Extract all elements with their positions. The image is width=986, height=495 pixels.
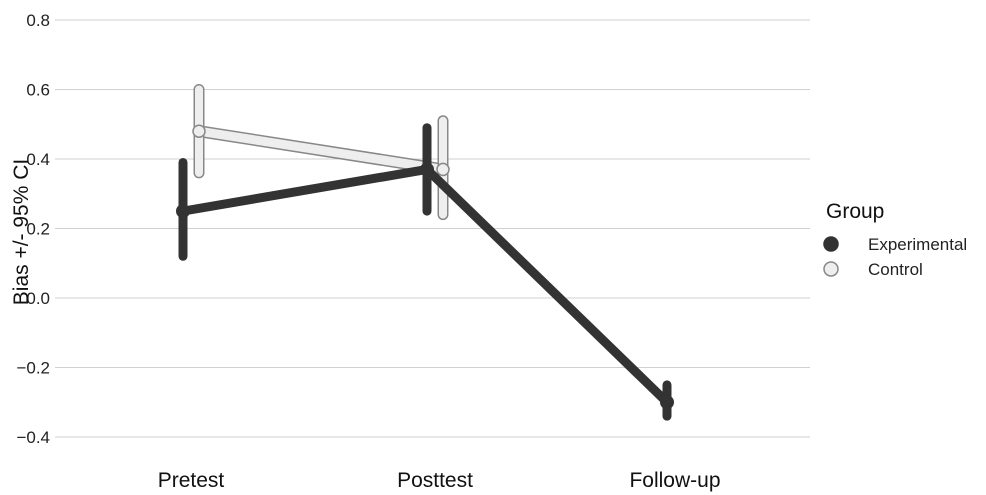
y-tick-label: −0.4 (16, 428, 50, 447)
data-point (436, 162, 450, 177)
legend-label: Control (868, 260, 923, 279)
grid (55, 19, 810, 438)
y-axis-ticks: 0.8 0.6 0.4 0.2 0.0 −0.2 −0.4 (16, 11, 50, 447)
x-tick-label: Posttest (397, 469, 473, 492)
plot-area (176, 84, 674, 421)
legend: Group Experimental Control (823, 200, 967, 279)
x-tick-label: Follow-up (629, 469, 720, 492)
y-tick-label: −0.2 (16, 359, 50, 378)
legend-marker (823, 261, 839, 277)
y-tick-label: 0.0 (26, 289, 50, 308)
legend-items: Experimental Control (823, 235, 967, 279)
series-line (194, 126, 448, 174)
y-tick-label: 0.4 (26, 150, 50, 169)
series-control (192, 84, 450, 221)
y-tick-label: 0.2 (26, 220, 50, 239)
x-tick-label: Pretest (158, 469, 225, 492)
legend-item-control: Control (823, 260, 923, 279)
legend-marker (823, 236, 839, 252)
legend-title: Group (826, 200, 884, 223)
data-point (660, 395, 674, 410)
y-tick-label: 0.8 (26, 11, 50, 30)
legend-label: Experimental (868, 235, 967, 254)
legend-item-experimental: Experimental (823, 235, 967, 254)
x-axis-ticks: Pretest Posttest Follow-up (158, 469, 721, 492)
y-axis-title: Bias +/- 95% CI (10, 159, 33, 305)
y-tick-label: 0.6 (26, 81, 50, 100)
data-point (420, 162, 434, 177)
data-point (176, 204, 190, 219)
series-experimental (176, 123, 674, 421)
data-point (192, 124, 206, 138)
